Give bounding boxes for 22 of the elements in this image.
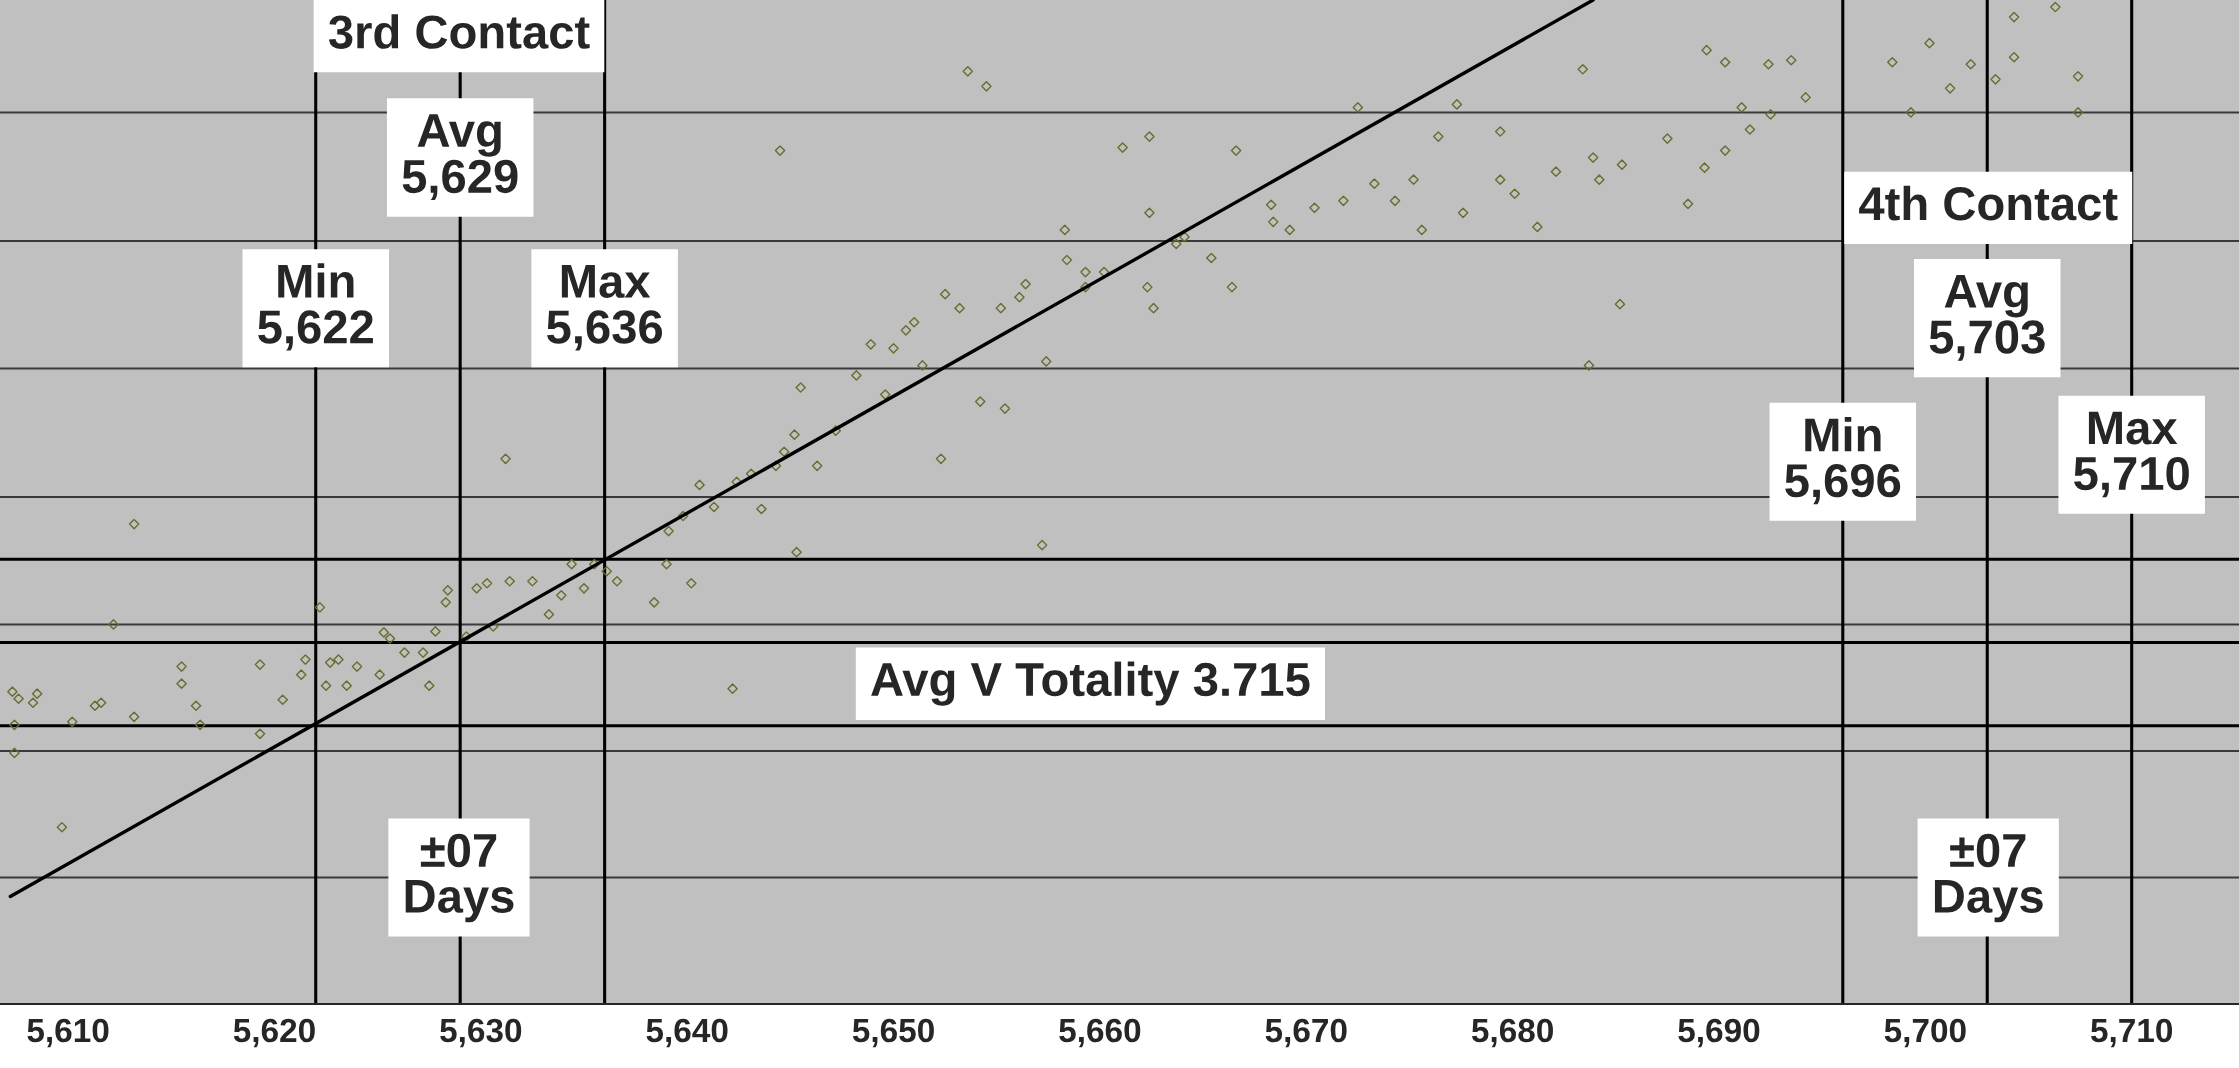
x-tick-label: 5,690 <box>1678 1018 1760 1048</box>
annotation: ±07 Days <box>405 833 514 923</box>
ref-line-label: Avg 5,629 <box>402 114 518 200</box>
x-tick-label: 5,700 <box>1884 1018 1966 1048</box>
annotation: ±07 Days <box>1934 833 2043 923</box>
ref-line-label: Avg 5,703 <box>1929 274 2045 361</box>
ref-line-label: Min 5,696 <box>1785 416 1901 505</box>
ref-line-label: Max 5,636 <box>547 265 663 351</box>
x-tick-label: 5,630 <box>440 1018 522 1048</box>
x-tick-label: 5,640 <box>646 1018 728 1048</box>
x-tick-label: 5,620 <box>233 1018 315 1048</box>
ref-line-label: Max 5,710 <box>2074 411 2189 498</box>
x-tick-label: 5,680 <box>1471 1018 1553 1048</box>
ref-line-label: Min 5,622 <box>258 263 373 351</box>
x-tick-label: 5,710 <box>2091 1018 2173 1048</box>
x-tick-label: 5,610 <box>27 1018 109 1048</box>
x-tick-label: 5,650 <box>852 1018 934 1048</box>
annotation: 4th Contact <box>1859 185 2118 221</box>
annotation: 3rd Contact <box>328 14 590 49</box>
x-tick-label: 5,660 <box>1059 1018 1141 1048</box>
annotation: Avg V Totality 3.715 <box>871 661 1310 706</box>
x-tick-label: 5,670 <box>1265 1018 1347 1048</box>
